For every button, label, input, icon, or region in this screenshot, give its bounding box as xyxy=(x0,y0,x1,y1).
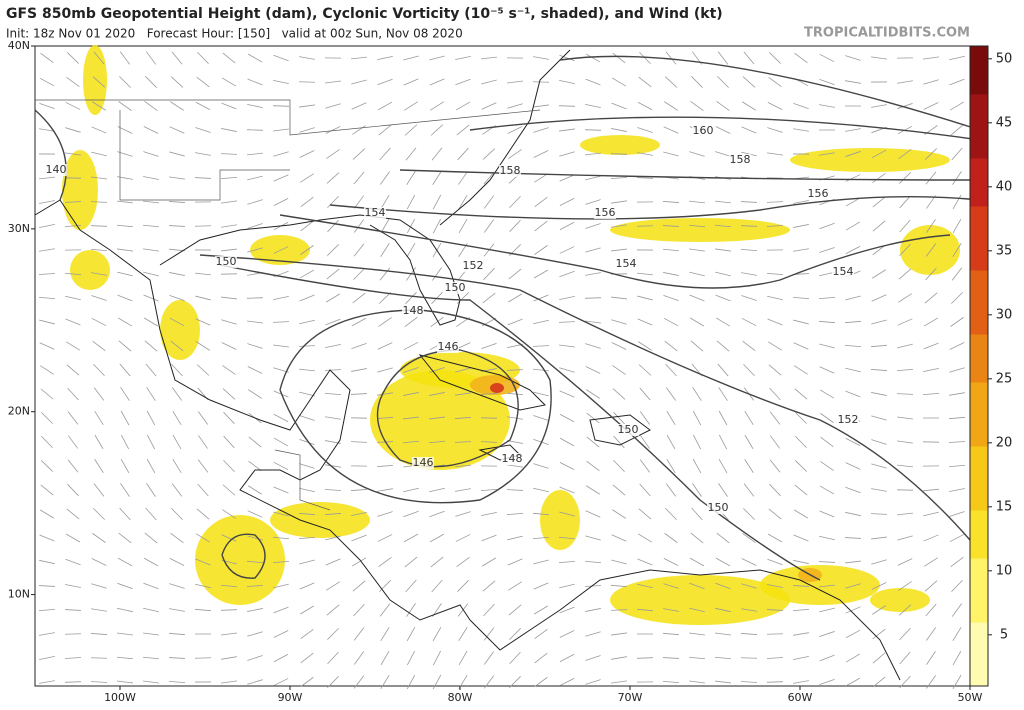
colorbar-tick-label: 40 xyxy=(996,179,1013,194)
y-tick-label: 30N xyxy=(8,222,30,235)
colorbar-swatch xyxy=(970,334,988,351)
contour-label: 148 xyxy=(502,452,523,465)
colorbar-swatch xyxy=(970,606,988,623)
y-tick-label: 40N xyxy=(8,39,30,52)
colorbar-swatch xyxy=(970,238,988,255)
wind-barb xyxy=(299,82,315,83)
colorbar-swatch xyxy=(970,158,988,175)
x-tick-label: 100W xyxy=(104,691,136,704)
colorbar-swatch xyxy=(970,638,988,655)
contour-label: 150 xyxy=(618,423,639,436)
colorbar-tick-label: 25 xyxy=(996,371,1013,386)
colorbar-swatch xyxy=(970,574,988,591)
colorbar-swatch xyxy=(970,222,988,239)
colorbar-tick-label: 15 xyxy=(996,499,1013,514)
title: GFS 850mb Geopotential Height (dam), Cyc… xyxy=(6,6,723,22)
contour-label: 158 xyxy=(730,153,751,166)
x-tick-label: 80W xyxy=(448,691,473,704)
contour-label: 150 xyxy=(708,501,729,514)
contour-label: 150 xyxy=(445,281,466,294)
colorbar-swatch xyxy=(970,318,988,335)
colorbar-swatch xyxy=(970,350,988,367)
contour-label: 140 xyxy=(46,163,67,176)
contour-label: 154 xyxy=(616,257,637,270)
contour-label: 148 xyxy=(403,304,424,317)
y-tick-label: 20N xyxy=(8,405,30,418)
colorbar-swatch xyxy=(970,382,988,399)
colorbar-tick-label: 30 xyxy=(996,307,1013,322)
contour-label: 156 xyxy=(595,206,616,219)
contour-label: 158 xyxy=(500,164,521,177)
colorbar: 5 10 15 20 25 30 35 40 45 50 xyxy=(970,46,1012,687)
x-tick-label: 60W xyxy=(788,691,813,704)
contour-label: 160 xyxy=(693,124,714,137)
colorbar-swatch xyxy=(970,542,988,559)
colorbar-swatch xyxy=(970,62,988,79)
wind-barb xyxy=(65,634,81,635)
colorbar-tick-label: 50 xyxy=(996,51,1013,66)
colorbar-tick-label: 35 xyxy=(996,243,1013,258)
contour-label: 150 xyxy=(216,255,237,268)
colorbar-swatch xyxy=(970,286,988,303)
colorbar-swatch xyxy=(970,494,988,511)
wind-barb xyxy=(91,658,107,659)
colorbar-swatch xyxy=(970,94,988,111)
contour-label: 154 xyxy=(365,206,386,219)
colorbar-swatch xyxy=(970,670,988,687)
colorbar-swatch xyxy=(970,430,988,447)
colorbar-swatch xyxy=(970,78,988,95)
colorbar-swatch xyxy=(970,270,988,287)
colorbar-tick-label: 45 xyxy=(996,115,1013,130)
y-tick-label: 10N xyxy=(8,588,30,601)
colorbar-swatch xyxy=(970,206,988,223)
contour-label: 154 xyxy=(833,265,854,278)
colorbar-swatch xyxy=(970,414,988,431)
wind-barb xyxy=(741,658,757,659)
colorbar-swatch xyxy=(970,174,988,191)
source: TROPICALTIDBITS.COM xyxy=(804,26,970,41)
contour-label: 146 xyxy=(413,456,434,469)
x-tick-label: 50W xyxy=(958,691,983,704)
colorbar-swatch xyxy=(970,654,988,671)
subtitle: Init: 18z Nov 01 2020 Forecast Hour: [15… xyxy=(6,27,463,41)
contour-label: 152 xyxy=(838,413,859,426)
colorbar-swatch xyxy=(970,366,988,383)
colorbar-swatch xyxy=(970,126,988,143)
colorbar-swatch xyxy=(970,142,988,159)
colorbar-swatch xyxy=(970,478,988,495)
map-area: 160 158 158 156 156 154 154 154 152 152 150 150 150 1… xyxy=(35,45,980,689)
colorbar-swatch xyxy=(970,590,988,607)
colorbar-swatch xyxy=(970,462,988,479)
x-tick-label: 70W xyxy=(618,691,643,704)
colorbar-swatch xyxy=(970,398,988,415)
wind-barb xyxy=(533,82,549,83)
colorbar-swatch xyxy=(970,110,988,127)
colorbar-swatch xyxy=(970,558,988,575)
x-tick-label: 90W xyxy=(278,691,303,704)
colorbar-swatch xyxy=(970,446,988,463)
wind-barb xyxy=(195,658,211,659)
colorbar-tick-label: 10 xyxy=(996,563,1013,578)
colorbar-swatch xyxy=(970,190,988,207)
contour-label: 152 xyxy=(463,259,484,272)
colorbar-swatch xyxy=(970,302,988,319)
colorbar-tick-label: 5 xyxy=(1000,627,1008,642)
colorbar-swatch xyxy=(970,254,988,271)
wind-barb xyxy=(195,226,211,227)
colorbar-swatch xyxy=(970,526,988,543)
colorbar-swatch xyxy=(970,510,988,527)
colorbar-swatch xyxy=(970,46,988,63)
contour-label: 146 xyxy=(438,340,459,353)
colorbar-tick-label: 20 xyxy=(996,435,1013,450)
colorbar-swatch xyxy=(970,622,988,639)
contour-label: 156 xyxy=(808,187,829,200)
wind-barb xyxy=(637,226,653,227)
